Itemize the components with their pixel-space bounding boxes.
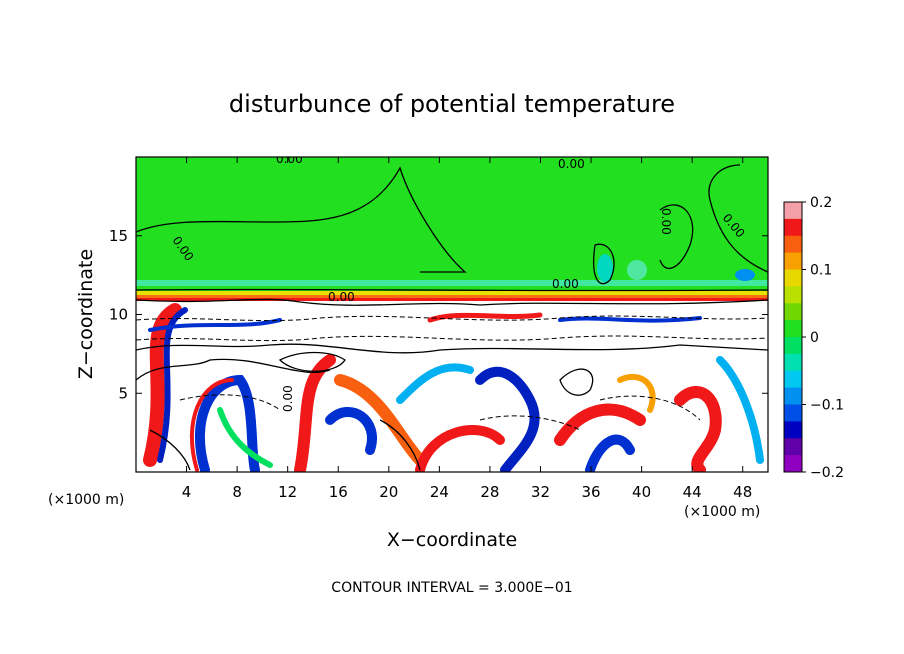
y-axis-ticks: 5 10 15	[109, 227, 768, 402]
plot-field: 0.00 0.00 0.00 0.00 0.00 0.00 0.00 0.00	[136, 152, 768, 472]
x-unit-right: (×1000 m)	[684, 504, 760, 520]
colorbar-swatch	[784, 320, 802, 338]
x-tick-label: 36	[581, 483, 600, 501]
colorbar-tick-label: 0.1	[810, 263, 832, 279]
colorbar-swatch	[784, 202, 802, 220]
x-tick-label: 24	[430, 483, 449, 501]
x-tick-label: 4	[182, 483, 192, 501]
colorbar-swatch	[784, 303, 802, 321]
colorbar: 0.2 0.1 0 −0.1 −0.2	[783, 195, 844, 481]
colorbar-swatch	[784, 438, 802, 456]
colorbar-swatch	[784, 387, 802, 405]
contour-label: 0.00	[552, 277, 579, 291]
x-axis-label: X−coordinate	[387, 529, 517, 551]
y-tick-label: 10	[109, 306, 128, 324]
colorbar-swatch	[784, 353, 802, 372]
x-tick-label: 20	[379, 483, 398, 501]
contour-label: 0.00	[276, 152, 303, 166]
colorbar-swatch	[784, 421, 802, 439]
x-tick-label: 48	[733, 483, 752, 501]
contour-label: 0.00	[328, 290, 355, 304]
contour-lines	[136, 164, 768, 471]
dashed-contours	[136, 315, 768, 431]
colorbar-swatch	[784, 235, 802, 254]
x-tick-label: 40	[632, 483, 651, 501]
contour-label: 0.00	[558, 157, 585, 171]
eddy-structures	[143, 303, 764, 472]
colorbar-swatch	[784, 337, 802, 355]
colorbar-swatch	[784, 404, 802, 422]
x-tick-label: 28	[480, 483, 499, 501]
colorbar-swatch	[784, 455, 802, 473]
chart-title: disturbunce of potential temperature	[229, 90, 675, 118]
contour-label: 0.00	[281, 385, 295, 412]
colorbar-swatch	[784, 218, 802, 237]
x-tick-label: 32	[531, 483, 550, 501]
transition-band-red	[136, 298, 768, 301]
colorbar-tick-label: 0	[810, 330, 819, 346]
x-tick-label: 44	[683, 483, 702, 501]
colorbar-swatch	[784, 269, 802, 287]
upper-patch	[735, 269, 755, 281]
contour-label: 0.00	[659, 208, 673, 235]
y-axis-label: Z−coordinate	[75, 249, 97, 379]
y-tick-label: 5	[118, 384, 128, 402]
x-tick-label: 8	[232, 483, 242, 501]
y-tick-label: 15	[109, 227, 128, 245]
colorbar-swatch	[784, 370, 802, 389]
transition-band-orange	[136, 295, 768, 298]
contour-interval-footer: CONTOUR INTERVAL = 3.000E−01	[331, 580, 572, 596]
transition-band-yellow	[136, 291, 768, 295]
transition-band-cyan	[136, 280, 768, 286]
upper-neutral-region	[136, 157, 768, 293]
x-unit-left: (×1000 m)	[48, 492, 124, 508]
upper-patch	[627, 260, 647, 280]
upper-patch	[597, 254, 613, 282]
x-axis-ticks: 4 8 12 16 20 24 28 32 36 40 44 48	[182, 157, 752, 501]
colorbar-tick-label: −0.2	[810, 465, 844, 481]
colorbar-swatch	[784, 286, 802, 304]
x-tick-label: 12	[278, 483, 297, 501]
colorbar-swatch	[784, 252, 802, 270]
colorbar-tick-label: −0.1	[810, 398, 844, 414]
colorbar-tick-label: 0.2	[810, 195, 832, 211]
x-tick-label: 16	[329, 483, 348, 501]
